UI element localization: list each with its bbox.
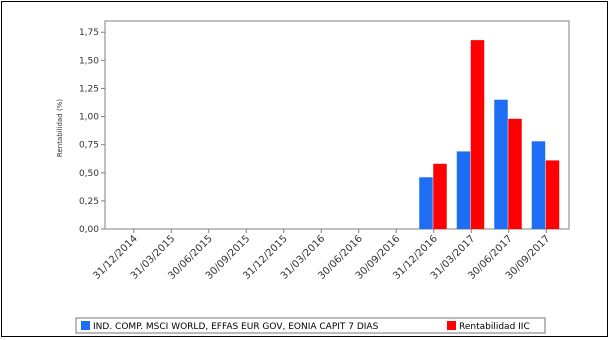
bar-iic-30/06/2017 (508, 118, 522, 229)
bar-chart: Rentabilidad (%) 0,00 0,25 0,50 0,75 1,00 1,2… (56, 20, 570, 334)
bar-iic-30/09/2017 (545, 160, 560, 229)
legend: IND. COMP. MSCI WORLD, EFFAS EUR GOV, EO… (75, 317, 546, 334)
y-tick-label: 0,50 (79, 169, 99, 179)
legend-label-series-1: IND. COMP. MSCI WORLD, EFFAS EUR GOV, EO… (93, 322, 379, 332)
legend-label-series-2: Rentabilidad IIC (459, 322, 530, 332)
bar-iic-31/12/2016 (433, 163, 447, 229)
y-tick-label: 1,75 (79, 28, 99, 38)
y-tick-label: 1,50 (79, 56, 99, 66)
legend-swatch-series-2 (447, 321, 456, 330)
y-tick-label: 0,25 (79, 197, 99, 207)
legend-box (75, 317, 546, 334)
y-tick-label: 1,25 (79, 84, 99, 94)
bar-benchmark-30/06/2017 (494, 99, 508, 230)
plot-area (104, 20, 570, 230)
bar-benchmark-31/03/2017 (456, 151, 471, 229)
x-axis: 31/12/201431/03/201530/06/201530/09/2015… (91, 229, 552, 282)
y-tick-label: 0,00 (79, 225, 99, 235)
y-tick-label: 0,75 (79, 141, 99, 151)
y-tick-label: 1,00 (79, 113, 99, 123)
bars (419, 40, 560, 230)
y-axis: 0,00 0,25 0,50 0,75 1,00 1,25 1,50 1,75 (79, 20, 570, 235)
legend-swatch-series-1 (81, 321, 90, 330)
y-axis-label: Rentabilidad (%) (56, 99, 64, 157)
bar-iic-31/03/2017 (470, 40, 485, 230)
bar-benchmark-31/12/2016 (419, 177, 433, 229)
bar-benchmark-30/09/2017 (531, 141, 546, 229)
